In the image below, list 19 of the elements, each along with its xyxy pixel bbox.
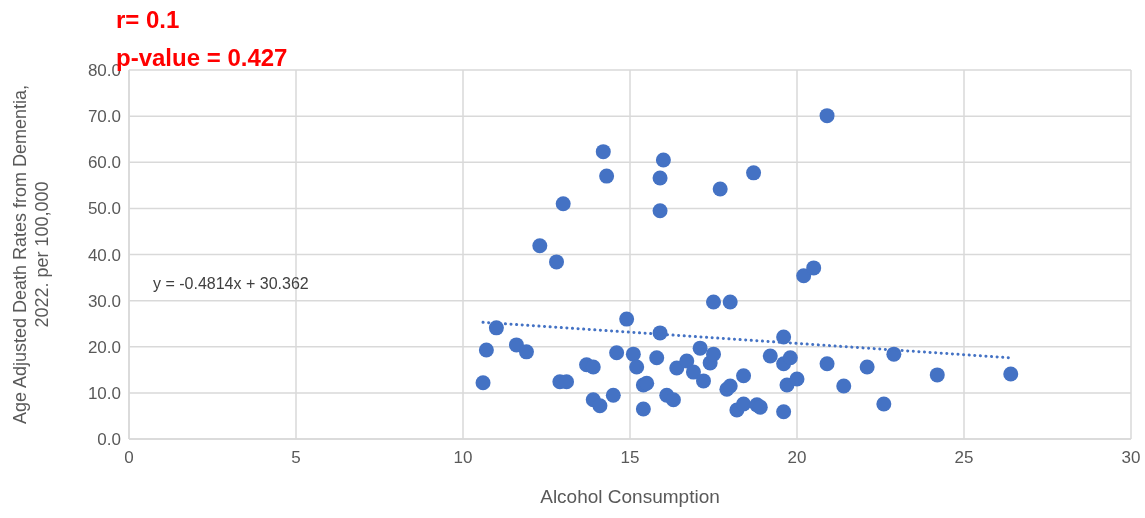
x-tick-label: 0 (124, 448, 134, 467)
x-tick-label: 5 (291, 448, 301, 467)
y-tick-label: 0.0 (97, 430, 121, 449)
y-tick-label: 20.0 (87, 337, 121, 357)
text: r= 0.1 (116, 6, 180, 33)
y-tick-label: 70.0 (87, 107, 121, 127)
x-tick-label: 15 (620, 448, 640, 467)
x-tick-label: 30 (1121, 448, 1141, 467)
y-tick-label: 30.0 (87, 291, 121, 311)
x-tick-label: 10 (453, 448, 473, 467)
x-tick-label: 20 (787, 448, 807, 467)
x-tick-label: 25 (954, 448, 974, 467)
y-tick-label: 60.0 (87, 153, 121, 173)
y-tick-label: 10.0 (87, 383, 121, 403)
y-axis-title: Age Adjusted Death Rates from Dementia, 2022. per 100,000 (10, 84, 52, 425)
annotation: y = -0.4814x + 30.362 (153, 275, 309, 292)
y-tick-label: 50.0 (87, 199, 121, 219)
y-tick-label: 40.0 (87, 245, 121, 265)
x-axis-title: Alcohol Consumption (540, 486, 720, 507)
